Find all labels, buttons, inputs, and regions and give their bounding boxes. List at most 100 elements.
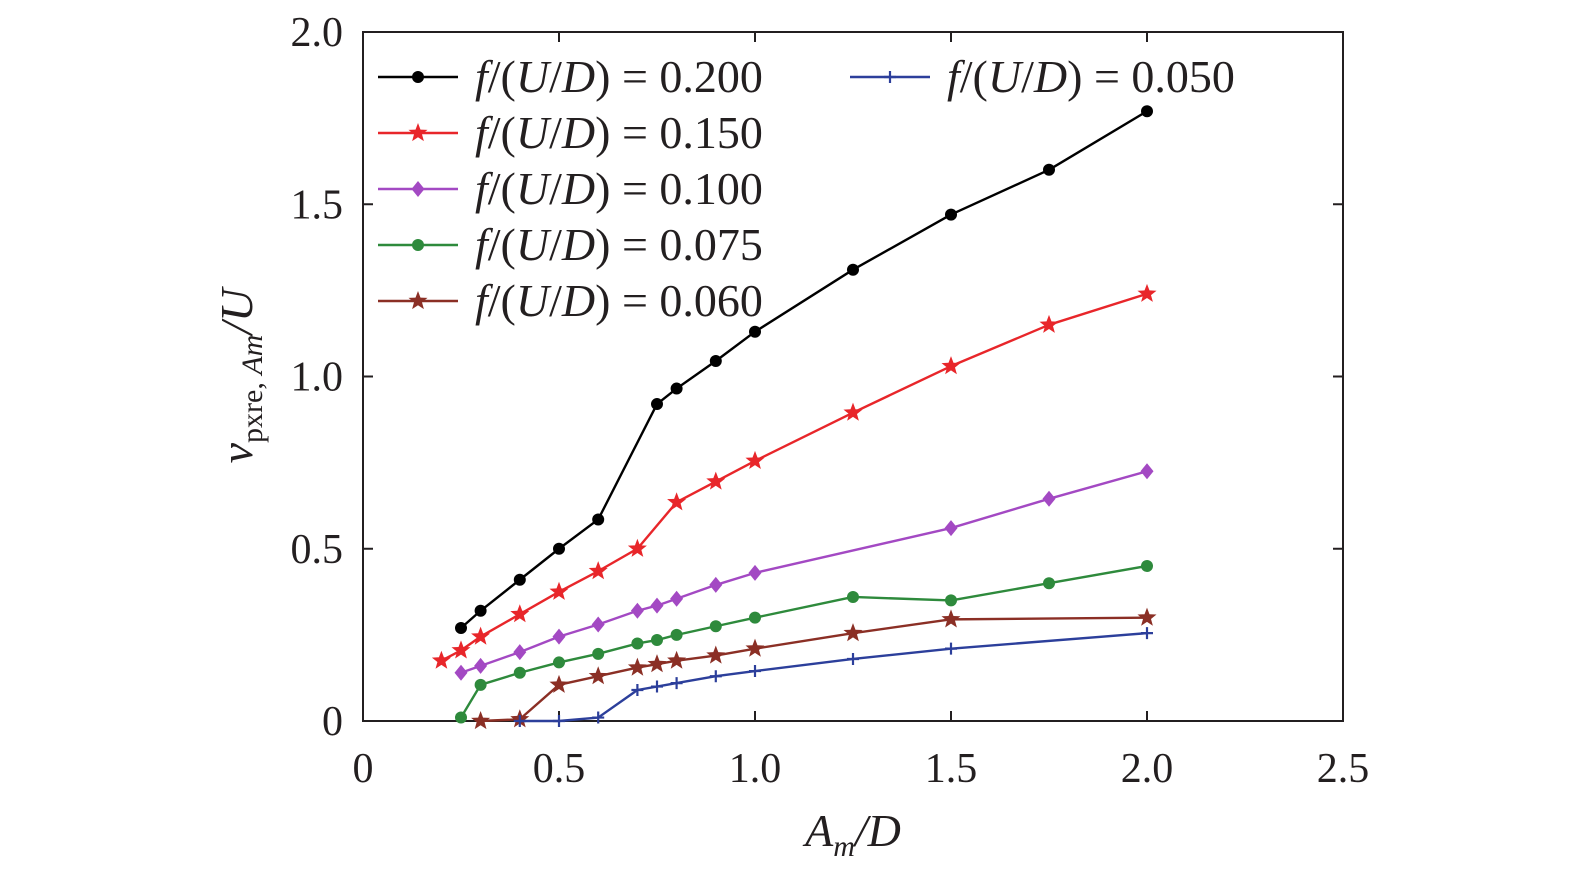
data-point [706, 645, 726, 664]
series-layer [431, 105, 1157, 730]
data-point [591, 616, 605, 633]
data-point [474, 657, 488, 674]
y-axis-title: vpxre, Am/U [211, 286, 269, 464]
data-point [847, 590, 859, 603]
data-point [670, 677, 683, 690]
data-point [745, 450, 765, 469]
legend-label: f/(U/D) = 0.200 [475, 51, 763, 102]
data-point [553, 715, 565, 727]
data-point [667, 650, 687, 669]
y-tick-label: 0 [322, 699, 343, 745]
data-point [592, 513, 605, 526]
data-point [471, 711, 491, 730]
series-5 [471, 607, 1157, 730]
data-point [588, 666, 608, 685]
data-point [749, 325, 761, 338]
data-point [651, 398, 663, 411]
data-point [592, 647, 605, 660]
x-axis: 0 0.5 1.0 1.5 2.0 2.5 [353, 32, 1370, 792]
series-4 [455, 559, 1153, 724]
legend-label: f/(U/D) = 0.150 [475, 107, 763, 158]
x-axis-title: Am/D [802, 805, 901, 863]
series-2 [431, 283, 1157, 669]
data-point [650, 597, 664, 614]
legend-marker [411, 181, 425, 197]
legend-label: f/(U/D) = 0.100 [475, 163, 763, 214]
legend-marker [408, 291, 428, 310]
series-line [440, 292, 1148, 662]
data-point [1137, 283, 1157, 302]
legend-item: f/(U/D) = 0.150 [378, 107, 763, 158]
data-point [745, 638, 765, 657]
series-line [519, 631, 1148, 723]
data-point [513, 644, 527, 661]
data-point [630, 602, 644, 619]
data-point [670, 590, 684, 607]
data-point [510, 604, 530, 623]
legend-marker [412, 71, 424, 83]
series-line [460, 470, 1148, 674]
data-point [748, 564, 762, 581]
x-tick-label: 0 [353, 746, 374, 792]
data-point [1043, 163, 1055, 176]
data-point [651, 634, 663, 647]
legend-item: f/(U/D) = 0.050 [850, 51, 1235, 102]
data-point [592, 711, 605, 724]
data-point [1141, 105, 1153, 118]
data-point [455, 621, 467, 634]
data-point [647, 654, 667, 673]
data-point [709, 354, 722, 367]
data-point [431, 650, 451, 669]
data-point [843, 402, 863, 421]
legend-label: f/(U/D) = 0.075 [475, 219, 763, 270]
data-point [847, 263, 859, 276]
data-point [513, 715, 526, 727]
data-point [631, 683, 644, 696]
data-point [549, 581, 569, 600]
y-tick-label: 2.0 [291, 10, 344, 56]
legend-label: f/(U/D) = 0.050 [947, 51, 1235, 102]
x-tick-label: 1.0 [729, 746, 782, 792]
legend-item: f/(U/D) = 0.075 [378, 219, 763, 270]
y-tick-label: 1.5 [291, 182, 344, 228]
legend-item: f/(U/D) = 0.060 [378, 275, 763, 326]
data-point [451, 640, 471, 659]
data-point [941, 609, 961, 628]
data-point [651, 680, 663, 693]
x-tick-label: 2.0 [1121, 746, 1174, 792]
data-point [1039, 314, 1059, 333]
data-point [843, 623, 863, 642]
data-point [552, 628, 566, 645]
legend-marker [408, 123, 428, 142]
y-axis: 0 0.5 1.0 1.5 2.0 [291, 10, 1343, 745]
data-point [1137, 607, 1157, 626]
legend-item: f/(U/D) = 0.100 [378, 163, 763, 214]
data-point [667, 492, 687, 511]
data-point [549, 674, 569, 693]
series-line [459, 564, 1148, 719]
data-point [749, 665, 761, 678]
x-tick-label: 2.5 [1317, 746, 1370, 792]
data-point [945, 208, 957, 221]
y-tick-label: 1.0 [291, 355, 344, 401]
data-point [455, 711, 467, 724]
data-point [553, 656, 565, 669]
data-point [1140, 463, 1154, 480]
data-point [513, 666, 526, 679]
data-point [670, 628, 683, 641]
data-point [1043, 577, 1055, 590]
series-6 [513, 627, 1153, 727]
data-point [709, 576, 723, 593]
data-point [454, 664, 468, 681]
legend-marker [412, 239, 424, 251]
data-point [627, 538, 647, 557]
data-point [709, 620, 722, 633]
data-point [631, 637, 644, 650]
data-point [588, 561, 608, 580]
data-point [1141, 559, 1153, 572]
data-point [1141, 627, 1153, 640]
data-point [941, 356, 961, 375]
x-tick-label: 0.5 [533, 746, 586, 792]
x-tick-label: 1.5 [925, 746, 978, 792]
